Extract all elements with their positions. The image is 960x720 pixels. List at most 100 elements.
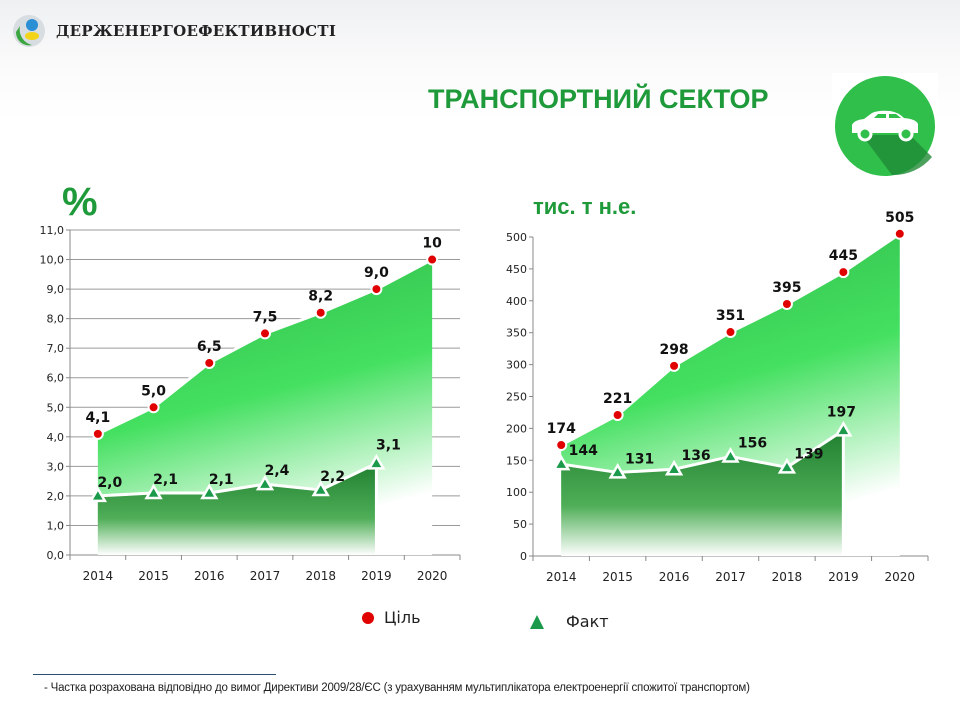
y-tick-label: 2,0 xyxy=(47,490,65,503)
car-icon-tile xyxy=(832,73,938,179)
target-point xyxy=(147,401,160,414)
target-data-label: 221 xyxy=(603,391,632,407)
y-tick-label: 200 xyxy=(506,422,527,435)
actual-point xyxy=(311,480,330,497)
actual-data-label: 144 xyxy=(569,443,598,459)
actual-point xyxy=(255,474,275,491)
actual-data-label: 3,1 xyxy=(376,437,401,453)
target-data-label: 6,5 xyxy=(197,339,222,355)
actual-point xyxy=(144,483,163,500)
y-tick-label: 0,0 xyxy=(47,549,65,562)
x-tick-label: 2019 xyxy=(828,570,859,584)
actual-area xyxy=(561,430,844,556)
page-title: ТРАНСПОРТНИЙ СЕКТОР xyxy=(428,84,769,114)
target-data-label: 174 xyxy=(547,421,576,437)
actual-data-label: 2,2 xyxy=(320,469,345,485)
actual-point xyxy=(608,462,627,479)
actual-data-label: 2,0 xyxy=(97,475,122,491)
y-tick-label: 150 xyxy=(506,454,527,467)
x-tick-label: 2020 xyxy=(417,569,448,583)
y-tick-label: 100 xyxy=(506,486,527,499)
actual-point xyxy=(834,420,853,437)
actual-point xyxy=(200,483,219,500)
y-tick-label: 9,0 xyxy=(47,283,65,296)
target-point xyxy=(203,356,216,369)
actual-data-label: 131 xyxy=(625,451,654,467)
green-triangle-icon xyxy=(530,614,544,629)
target-point xyxy=(724,326,737,339)
y-tick-label: 0 xyxy=(520,550,527,563)
x-tick-label: 2014 xyxy=(546,570,577,584)
target-data-label: 505 xyxy=(885,210,914,226)
car-icon xyxy=(835,76,935,176)
target-point xyxy=(259,327,271,340)
y-tick-label: 8,0 xyxy=(47,313,65,326)
legend-target-label: Ціль xyxy=(384,608,421,627)
target-point xyxy=(91,427,104,440)
x-tick-label: 2018 xyxy=(772,570,803,584)
y-tick-label: 3,0 xyxy=(47,460,65,473)
target-data-label: 445 xyxy=(829,248,858,264)
y-tick-label: 1,0 xyxy=(47,519,65,532)
actual-data-label: 136 xyxy=(681,448,710,464)
target-data-label: 10 xyxy=(422,236,442,252)
x-tick-label: 2015 xyxy=(138,569,169,583)
target-data-label: 9,0 xyxy=(364,265,389,281)
actual-point xyxy=(88,486,108,503)
unit-label-percent: % xyxy=(62,180,98,224)
target-point xyxy=(555,438,568,451)
x-tick-label: 2016 xyxy=(659,570,690,584)
y-tick-label: 250 xyxy=(506,391,527,404)
actual-data-label: 197 xyxy=(827,404,856,420)
target-data-label: 7,5 xyxy=(253,309,278,325)
y-tick-label: 10,0 xyxy=(40,254,65,267)
target-data-label: 351 xyxy=(716,308,745,324)
logo-icon xyxy=(13,15,45,47)
x-tick-label: 2017 xyxy=(250,569,281,583)
target-data-label: 395 xyxy=(772,280,801,296)
logo: ДЕРЖЕНЕРГОЕФЕКТИВНОСТІ xyxy=(10,12,336,50)
target-point xyxy=(370,283,383,296)
x-tick-label: 2019 xyxy=(361,569,392,583)
actual-point xyxy=(777,457,797,474)
legend-actual-label: Факт xyxy=(566,612,609,631)
red-dot-icon xyxy=(362,611,374,624)
target-point xyxy=(780,297,793,310)
actual-point xyxy=(552,454,571,471)
y-tick-label: 6,0 xyxy=(47,372,65,385)
actual-data-label: 156 xyxy=(738,435,767,451)
legend-target: Ціль xyxy=(362,608,421,627)
target-data-label: 5,0 xyxy=(141,383,166,399)
y-tick-label: 450 xyxy=(506,263,527,276)
org-name: ДЕРЖЕНЕРГОЕФЕКТИВНОСТІ xyxy=(56,22,337,40)
x-tick-label: 2015 xyxy=(602,570,633,584)
actual-data-label: 2,4 xyxy=(265,463,290,479)
target-data-label: 4,1 xyxy=(85,410,110,426)
x-tick-label: 2020 xyxy=(885,570,916,584)
legend-actual: Факт xyxy=(530,612,609,631)
target-point xyxy=(668,359,681,372)
x-tick-label: 2014 xyxy=(83,569,114,583)
y-tick-label: 300 xyxy=(506,359,527,372)
target-point xyxy=(893,227,906,240)
actual-data-label: 2,1 xyxy=(153,472,178,488)
actual-point xyxy=(367,453,386,470)
target-point xyxy=(314,306,327,319)
target-point xyxy=(837,266,850,279)
x-tick-label: 2017 xyxy=(715,570,746,584)
actual-data-label: 2,1 xyxy=(209,472,234,488)
y-tick-label: 50 xyxy=(513,518,527,531)
unit-label-ktoe: тис. т н.е. xyxy=(533,194,637,219)
footnote-divider xyxy=(33,674,276,675)
y-tick-label: 350 xyxy=(506,327,527,340)
y-tick-label: 500 xyxy=(506,231,527,244)
footnote: - Частка розрахована відповідно до вимог… xyxy=(44,682,750,694)
y-tick-label: 400 xyxy=(506,295,527,308)
y-tick-label: 11,0 xyxy=(40,224,65,237)
y-tick-label: 4,0 xyxy=(47,431,65,444)
actual-data-label: 139 xyxy=(794,446,823,462)
x-tick-label: 2018 xyxy=(305,569,336,583)
y-tick-label: 5,0 xyxy=(47,401,65,414)
target-point xyxy=(426,253,439,266)
